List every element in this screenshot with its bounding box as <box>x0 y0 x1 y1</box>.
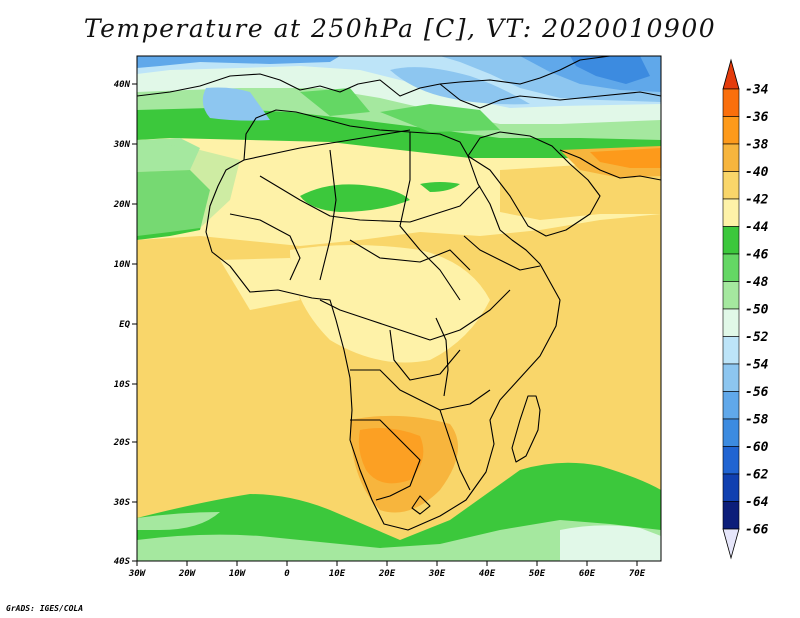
lon-label: 10W <box>229 569 247 579</box>
lat-label: 30S <box>113 498 131 508</box>
lon-label: 50E <box>529 569 546 579</box>
colorbar-swatch <box>722 363 740 392</box>
colorbar-swatch <box>722 253 740 282</box>
colorbar-label: -50 <box>745 303 769 318</box>
lon-label: 20W <box>178 569 197 579</box>
colorbar-top-arrow <box>722 58 740 90</box>
colorbar-swatch <box>722 308 740 337</box>
lat-label: EQ <box>119 320 130 330</box>
colorbar-swatch <box>722 88 740 117</box>
lat-label: 20S <box>113 438 131 448</box>
lon-label: 0 <box>284 569 290 579</box>
colorbar-label: -40 <box>745 165 769 180</box>
colorbar-swatch <box>722 281 740 310</box>
lon-label: 10E <box>329 569 346 579</box>
colorbar-swatch <box>722 473 740 502</box>
colorbar-swatch <box>722 501 740 530</box>
colorbar-label: -48 <box>745 275 769 290</box>
latitude-labels: 40N 30N 20N 10N EQ 10S 20S 30S 40S <box>113 80 131 567</box>
lat-label: 10N <box>114 260 131 270</box>
lat-label: 40N <box>114 80 131 90</box>
colorbar-label: -66 <box>745 523 769 538</box>
colorbar-swatch <box>722 171 740 200</box>
colorbar-label: -58 <box>745 413 769 428</box>
colorbar-label: -52 <box>745 330 769 345</box>
lon-label: 30E <box>428 569 446 579</box>
colorbar-label: -42 <box>745 193 769 208</box>
lon-label: 60E <box>579 569 596 579</box>
credit-label: GrADS: IGES/COLA <box>6 604 84 613</box>
colorbar-bottom-arrow <box>722 528 740 560</box>
colorbar-label: -62 <box>745 468 769 483</box>
colorbar-swatch <box>722 143 740 172</box>
lon-label: 30W <box>128 569 147 579</box>
colorbar-label: -44 <box>745 220 769 235</box>
temperature-field <box>137 56 661 561</box>
lat-label: 10S <box>114 380 131 390</box>
map-title: Temperature at 250hPa [C], VT: 202001090… <box>83 14 717 43</box>
colorbar-swatch <box>722 116 740 145</box>
colorbar-label: -60 <box>745 440 769 455</box>
colorbar-label: -64 <box>745 495 769 510</box>
lat-label: 30N <box>113 140 131 150</box>
coastlines <box>137 56 661 531</box>
colorbar-swatch <box>722 226 740 255</box>
lon-label: 20E <box>378 569 396 579</box>
colorbar-label: -54 <box>745 358 769 373</box>
colorbar-swatch <box>722 336 740 365</box>
colorbar-swatch <box>722 391 740 420</box>
longitude-labels: 30W 20W 10W 0 10E 20E 30E 40E 50E 60E 70… <box>128 569 646 579</box>
colorbar-swatch <box>722 198 740 227</box>
colorbar-swatch <box>722 418 740 447</box>
lat-label: 40S <box>114 557 131 567</box>
lat-label: 20N <box>113 200 131 210</box>
colorbar-label: -56 <box>745 385 769 400</box>
axis-ticks <box>132 83 638 566</box>
colorbar-label: -46 <box>745 248 769 263</box>
map-frame <box>136 55 662 562</box>
colorbar-label: -36 <box>745 110 769 125</box>
lon-label: 40E <box>479 569 496 579</box>
lon-label: 70E <box>629 569 646 579</box>
colorbar-label: -38 <box>745 138 769 153</box>
colorbar: -34 -36 -38 -40 -42 -44 -46 -48 -50 -52 -54 -56 -58 -… <box>722 58 769 560</box>
colorbar-label: -34 <box>745 83 769 98</box>
colorbar-swatch <box>722 446 740 475</box>
